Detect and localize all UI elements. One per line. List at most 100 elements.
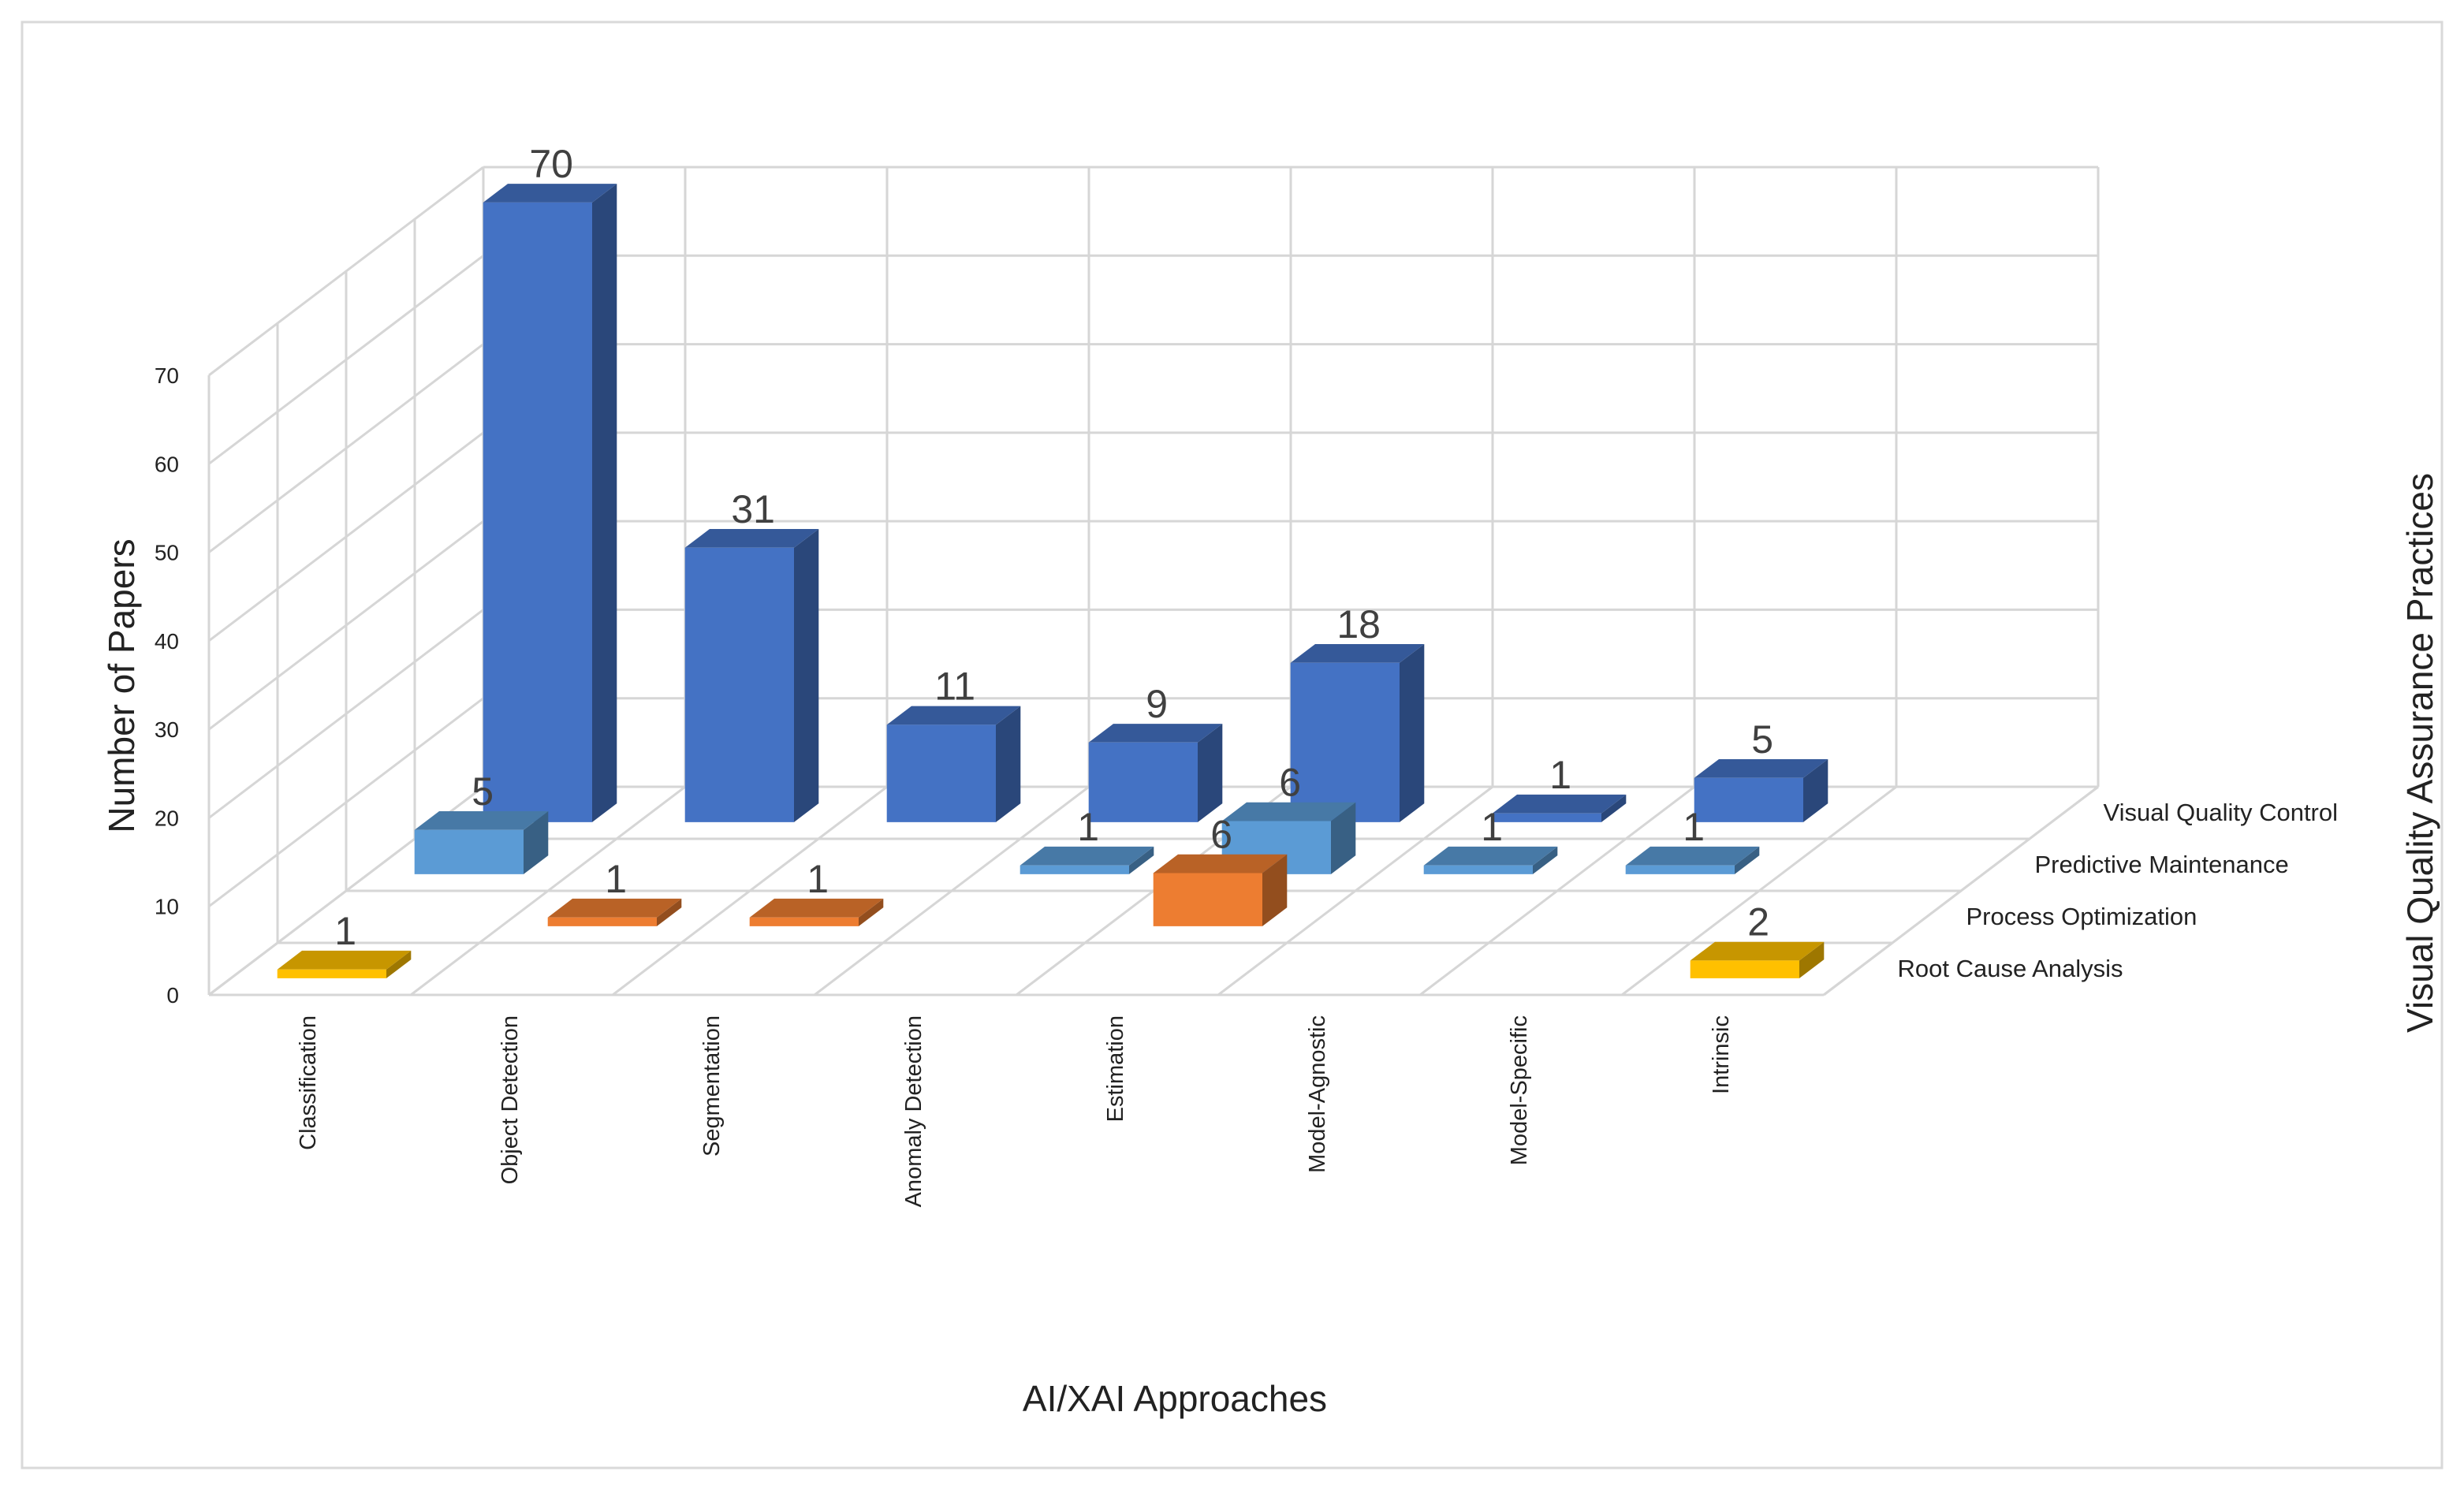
labels: 0 10 20 30 40 50 60 70 Classification Object Dete… bbox=[101, 363, 2440, 1419]
bar-top-face bbox=[1088, 724, 1223, 743]
bar-side-face bbox=[1262, 854, 1288, 926]
x-tick-label-intrinsic: Intrinsic bbox=[1709, 1015, 1734, 1094]
bar-side-face bbox=[592, 184, 617, 822]
y-tick-label: 0 bbox=[166, 983, 179, 1008]
data-label: 1 bbox=[605, 857, 627, 901]
side-wall-grid-line bbox=[208, 166, 484, 377]
bar-front-face bbox=[1423, 865, 1533, 874]
bar-front-face bbox=[1088, 742, 1198, 822]
chart-frame bbox=[21, 20, 2443, 1470]
data-label: 1 bbox=[807, 857, 829, 901]
bar-top-face bbox=[414, 811, 549, 830]
data-label: 6 bbox=[1279, 761, 1301, 805]
z-axis-title: Visual Quality Assurance Practices bbox=[2399, 473, 2440, 1033]
series-label-visual-quality-control: Visual Quality Control bbox=[2104, 799, 2339, 826]
data-label: 70 bbox=[529, 142, 573, 186]
series-label-process-optimization: Process Optimization bbox=[1966, 903, 2197, 930]
y-tick-label: 70 bbox=[155, 363, 179, 388]
side-wall-grid-line bbox=[208, 255, 484, 465]
bar-front-face bbox=[1290, 662, 1400, 822]
bar-visual-quality-control-estimation: 18 bbox=[1290, 602, 1425, 822]
bar-side-face bbox=[524, 811, 549, 874]
x-tick-label-model-specific: Model-Specific bbox=[1507, 1015, 1532, 1165]
bar-front-face bbox=[1690, 960, 1799, 978]
x-tick-label-anomaly-detection: Anomaly Detection bbox=[901, 1015, 926, 1207]
y-axis-title: Number of Papers bbox=[101, 538, 142, 833]
bar-root-cause-analysis-intrinsic: 2 bbox=[1690, 900, 1825, 978]
y-tick-label: 30 bbox=[155, 717, 179, 742]
bar-front-face bbox=[1694, 777, 1803, 822]
bar-front-face bbox=[1020, 865, 1129, 874]
bar-side-face bbox=[859, 898, 884, 926]
bar-visual-quality-control-classification: 70 bbox=[483, 142, 617, 822]
bar-front-face bbox=[684, 547, 794, 822]
bar-front-face bbox=[414, 829, 524, 874]
bar-side-face bbox=[657, 898, 682, 926]
x-axis-title: AI/XAI Approaches bbox=[1023, 1378, 1327, 1419]
bar-side-face bbox=[1735, 846, 1760, 874]
bar-top-face bbox=[1020, 846, 1154, 866]
data-label: 1 bbox=[1549, 753, 1571, 797]
bar-predictive-maintenance-model-agnostic: 1 bbox=[1423, 805, 1558, 874]
data-label: 11 bbox=[934, 665, 975, 709]
data-label: 31 bbox=[731, 487, 775, 531]
data-label: 1 bbox=[1683, 805, 1705, 849]
bar-top-face bbox=[684, 529, 819, 548]
bar-front-face bbox=[277, 969, 386, 978]
bar-top-face bbox=[1153, 854, 1288, 874]
bar-top-face bbox=[1423, 846, 1558, 866]
bar-top-face bbox=[1694, 759, 1828, 778]
side-wall-grid-line bbox=[208, 697, 484, 907]
y-tick-label: 20 bbox=[155, 806, 179, 830]
bar-top-face bbox=[886, 706, 1021, 725]
bar-side-face bbox=[1331, 802, 1356, 874]
data-label: 5 bbox=[1751, 717, 1773, 762]
bar-top-face bbox=[1492, 794, 1627, 814]
bar-visual-quality-control-model-specific: 5 bbox=[1694, 717, 1828, 822]
bar-side-face bbox=[1601, 794, 1627, 822]
series-label-predictive-maintenance: Predictive Maintenance bbox=[2035, 851, 2289, 878]
bar-top-face bbox=[1690, 941, 1825, 961]
bar-side-face bbox=[996, 706, 1021, 822]
data-label: 1 bbox=[334, 909, 356, 953]
x-tick-label-model-agnostic: Model-Agnostic bbox=[1305, 1015, 1330, 1173]
data-label: 6 bbox=[1210, 813, 1232, 857]
bar-front-face bbox=[547, 917, 657, 926]
bar-visual-quality-control-anomaly-detection: 9 bbox=[1088, 682, 1223, 822]
x-tick-label-estimation: Estimation bbox=[1103, 1015, 1128, 1122]
x-tick-label-object-detection: Object Detection bbox=[498, 1015, 523, 1184]
floor-edge-line bbox=[1823, 785, 2099, 996]
bar-top-face bbox=[277, 950, 412, 970]
x-tick-label-classification: Classification bbox=[296, 1015, 321, 1150]
bar-side-face bbox=[1129, 846, 1154, 874]
bar-side-face bbox=[1803, 759, 1828, 822]
data-label: 1 bbox=[1481, 805, 1503, 849]
bar-root-cause-analysis-classification: 1 bbox=[277, 909, 412, 978]
bar-front-face bbox=[1625, 865, 1735, 874]
bar-visual-quality-control-segmentation: 11 bbox=[886, 665, 1021, 822]
bar-top-face bbox=[1221, 802, 1356, 821]
bar-top-face bbox=[1625, 846, 1760, 866]
bar-side-face bbox=[794, 529, 819, 822]
y-tick-label: 40 bbox=[155, 629, 179, 654]
side-wall-grid-line bbox=[208, 431, 484, 643]
data-label: 5 bbox=[472, 769, 494, 814]
bar-front-face bbox=[749, 917, 859, 926]
bar-front-face bbox=[886, 725, 996, 822]
bar-side-face bbox=[1198, 724, 1223, 822]
series-label-root-cause-analysis: Root Cause Analysis bbox=[1898, 955, 2123, 982]
bar-front-face bbox=[1153, 873, 1262, 926]
bar-process-optimization-segmentation: 1 bbox=[749, 857, 884, 926]
data-label: 2 bbox=[1747, 900, 1769, 944]
data-label: 1 bbox=[1077, 805, 1099, 849]
y-tick-label: 50 bbox=[155, 541, 179, 565]
side-wall-grid-line bbox=[208, 520, 484, 731]
side-wall-grid-line bbox=[208, 609, 484, 819]
bar-top-face bbox=[547, 898, 682, 918]
bar-front-face bbox=[1492, 813, 1601, 822]
bar-side-face bbox=[1799, 941, 1825, 978]
bar-visual-quality-control-object-detection: 31 bbox=[684, 487, 819, 822]
bar-side-face bbox=[386, 950, 412, 978]
